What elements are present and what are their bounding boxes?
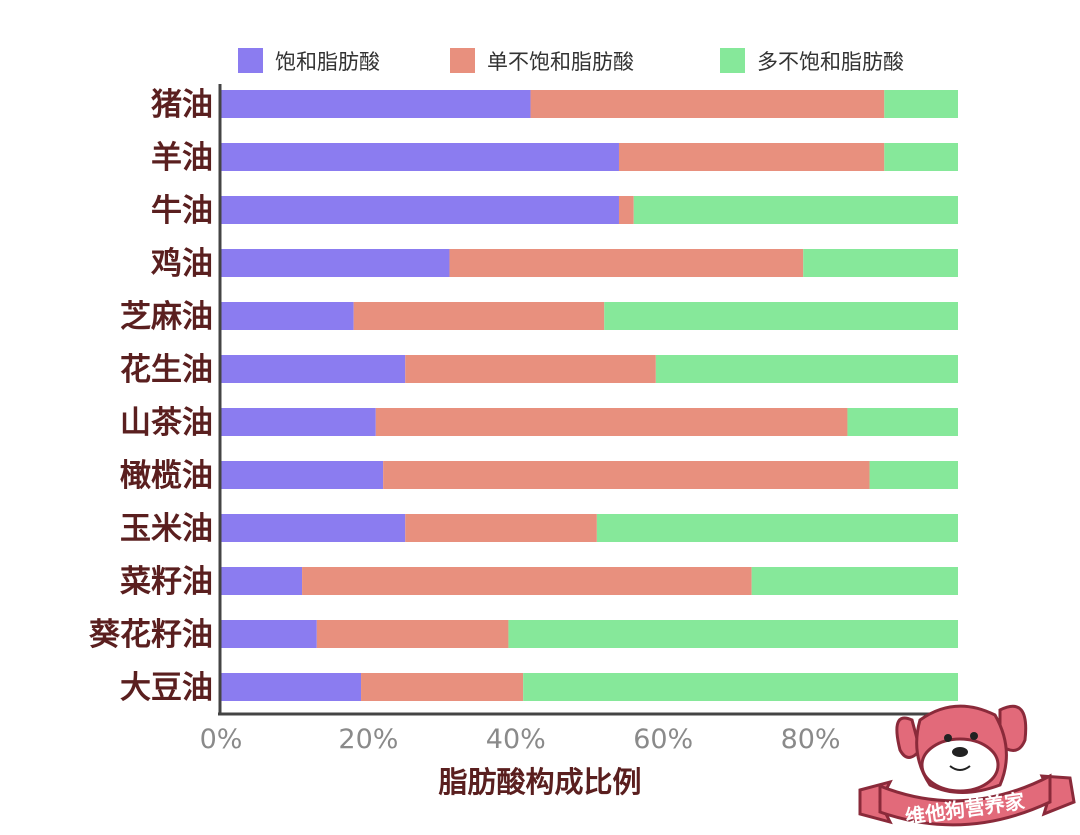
x-tick-label: 80% (781, 724, 841, 755)
legend-label: 多不饱和脂肪酸 (757, 50, 904, 74)
category-label: 大豆油 (120, 670, 213, 706)
bar-2-11 (316, 620, 509, 648)
bar-3-2 (884, 143, 958, 171)
bar-3-9 (596, 514, 958, 542)
bar-3-8 (869, 461, 958, 489)
bar-1-9 (221, 514, 406, 542)
legend-swatch (450, 48, 475, 73)
category-label: 山茶油 (120, 405, 213, 441)
category-label: 鸡油 (150, 246, 213, 282)
bar-1-12 (221, 673, 362, 701)
bar-2-5 (353, 302, 605, 330)
x-tick-label: 20% (338, 724, 398, 755)
bar-2-3 (618, 196, 634, 224)
legend-swatch (238, 48, 263, 73)
bar-3-10 (751, 567, 958, 595)
category-label: 羊油 (151, 140, 213, 176)
bar-2-2 (618, 143, 885, 171)
bar-1-2 (221, 143, 619, 171)
bar-2-7 (375, 408, 848, 436)
x-tick-label: 40% (486, 724, 546, 755)
bar-3-12 (523, 673, 958, 701)
category-label: 玉米油 (120, 511, 213, 547)
category-label: 猪油 (151, 87, 213, 123)
category-label: 芝麻油 (120, 299, 213, 335)
bar-1-3 (221, 196, 619, 224)
legend-swatch (720, 48, 745, 73)
bars (221, 90, 958, 701)
bar-3-5 (604, 302, 958, 330)
bar-2-6 (405, 355, 656, 383)
bar-2-9 (405, 514, 597, 542)
bar-1-4 (221, 249, 450, 277)
bar-3-4 (803, 249, 958, 277)
bar-3-7 (847, 408, 958, 436)
bar-2-8 (383, 461, 870, 489)
bar-3-3 (633, 196, 958, 224)
bar-1-8 (221, 461, 384, 489)
category-label: 花生油 (120, 352, 213, 388)
bar-3-6 (655, 355, 958, 383)
bar-3-1 (884, 90, 958, 118)
bar-2-4 (449, 249, 804, 277)
dog-mascot-icon: 维他狗营养家 (858, 704, 1076, 829)
bar-1-11 (221, 620, 317, 648)
legend: 饱和脂肪酸 单不饱和脂肪酸 多不饱和脂肪酸 (238, 48, 904, 74)
category-label: 菜籽油 (120, 564, 213, 600)
category-label: 牛油 (151, 193, 213, 229)
bar-1-7 (221, 408, 376, 436)
x-tick-label: 60% (633, 724, 693, 755)
bar-1-6 (221, 355, 406, 383)
bar-2-1 (530, 90, 885, 118)
bar-1-5 (221, 302, 354, 330)
legend-label: 饱和脂肪酸 (275, 50, 380, 74)
category-label: 橄榄油 (120, 458, 213, 494)
x-axis-title: 脂肪酸构成比例 (438, 765, 641, 799)
bar-1-1 (221, 90, 531, 118)
bar-2-12 (361, 673, 524, 701)
legend-label: 单不饱和脂肪酸 (487, 50, 634, 74)
bar-3-11 (508, 620, 958, 648)
bar-1-10 (221, 567, 303, 595)
x-tick-label: 0% (200, 724, 243, 755)
bar-2-10 (302, 567, 752, 595)
category-label: 葵花籽油 (89, 617, 213, 653)
